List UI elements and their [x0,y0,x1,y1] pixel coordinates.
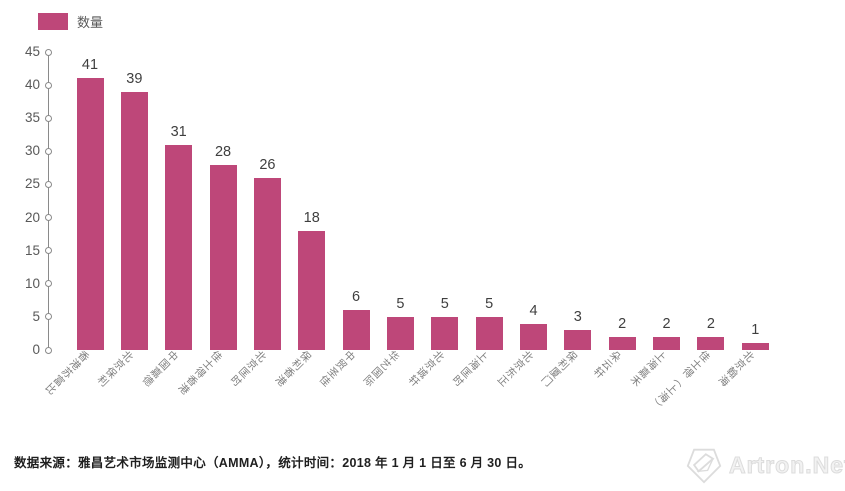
bar-value-label: 31 [170,123,187,140]
bar-value-label: 5 [485,295,494,312]
bar [253,177,281,350]
bar [697,336,725,350]
bar-value-label: 2 [706,315,715,332]
x-category-label: 北京保利 [94,347,136,389]
y-tick-label: 20 [24,209,40,225]
y-tick-dot [44,48,52,56]
bar [209,164,237,350]
bar-value-label: 2 [662,315,671,332]
x-category-label: 北京东正 [493,347,535,389]
bar [564,330,592,350]
bar [741,343,769,350]
x-category-label: 保利香港 [272,347,314,389]
y-tick-label: 10 [24,275,40,291]
y-tick-dot [44,180,52,188]
legend: 数量 [38,12,103,31]
bar [165,144,193,350]
x-category-label: 中贸圣佳 [316,347,358,389]
x-category-label: 佳士得香港 [175,347,225,397]
bar [342,310,370,350]
bar-value-label: 1 [751,322,760,339]
y-tick-label: 0 [32,342,40,357]
bar [520,323,547,350]
x-category-label: 上海嘉禾 [626,347,668,389]
x-category-label: 中国嘉德 [138,347,180,389]
x-category-label: 香港苏富比 [42,347,92,397]
y-tick-label: 5 [32,308,40,324]
y-tick-label: 30 [24,143,40,159]
y-tick-dot [44,280,52,288]
artron-logo-icon [686,448,722,484]
bar-value-label: 18 [303,209,320,226]
bar [653,336,681,350]
bar-value-label: 4 [529,302,538,319]
x-category-label: 北京诚轩 [405,347,447,389]
bar-value-label: 41 [81,57,99,74]
bar [431,316,459,350]
y-tick-dot [44,147,52,155]
bar-value-label: 28 [214,143,232,160]
bar [475,316,503,350]
artron-watermark-text: Artron.Net [729,452,845,479]
bar-value-label: 6 [352,289,361,306]
bar [76,78,104,350]
legend-label: 数量 [77,15,104,30]
y-tick-dot [44,346,52,354]
y-tick-dot [44,81,52,89]
bar-value-label: 26 [259,156,276,173]
x-category-label: 上海匡时 [449,347,491,389]
source-note: 数据来源：雅昌艺术市场监测中心（AMMA），统计时间：2018 年 1 月 1 … [14,456,532,470]
bar-value-label: 39 [126,70,143,87]
x-category-label: 朵云轩 [590,347,624,381]
y-tick-dot [44,313,52,321]
y-tick-label: 40 [24,77,40,93]
y-tick-label: 45 [24,44,40,59]
y-axis-line [48,52,49,350]
bar-value-label: 2 [618,315,627,332]
bar [608,336,636,350]
x-category-label: 北京匡时 [227,347,269,389]
bar-value-label: 5 [396,295,405,312]
artron-watermark: Artron.Net [686,446,845,484]
x-category-label: 华艺国际 [360,347,402,389]
bar [386,316,414,350]
bar-value-label: 3 [573,309,582,326]
y-tick-label: 35 [24,110,40,126]
legend-swatch [38,13,68,30]
bar [298,230,326,350]
x-category-label: 保利厦门 [538,347,580,389]
bar [120,91,148,350]
y-tick-dot [44,114,52,122]
x-category-label: 北京翰海 [715,347,757,389]
y-tick-dot [44,214,52,222]
y-tick-label: 15 [24,242,40,258]
y-tick-dot [44,247,52,255]
y-tick-label: 25 [24,176,40,192]
bar-value-label: 5 [440,295,449,312]
